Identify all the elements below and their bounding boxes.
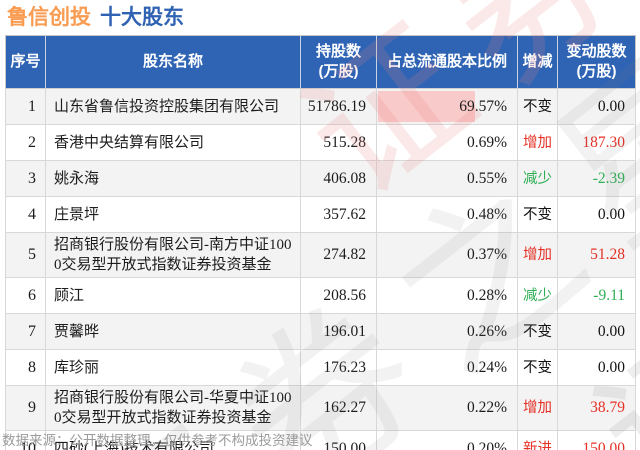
table-body: 1 山东省鲁信投资控股集团有限公司 51786.19 69.57% 不变 0.00 2 香港中…	[5, 88, 636, 450]
col-header-change-direction: 增减	[517, 35, 558, 89]
rank-cell: 2	[5, 124, 46, 161]
percent-cell: 0.26%	[376, 313, 518, 350]
table-row: 8 库珍丽 176.23 0.24% 不变 0.00	[5, 349, 636, 386]
percent-cell: 0.28%	[376, 277, 518, 314]
rank-cell: 9	[5, 385, 46, 431]
shares-held-cell: 515.28	[300, 124, 377, 161]
percent-cell: 0.48%	[376, 196, 518, 233]
rank-cell: 1	[5, 88, 46, 125]
col-header-rank: 序号	[5, 35, 46, 89]
percent-value: 0.48%	[466, 205, 507, 223]
shares-held-cell: 150.00	[300, 430, 377, 450]
percent-value: 0.37%	[466, 246, 507, 263]
change-shares-cell: 150.00	[557, 430, 636, 450]
change-direction-cell: 不变	[517, 313, 558, 350]
change-direction-cell: 不变	[517, 196, 558, 233]
change-direction-cell: 减少	[517, 160, 558, 197]
change-direction-cell: 新进	[517, 430, 558, 450]
rank-cell: 8	[5, 349, 46, 386]
shares-held-cell: 208.56	[300, 277, 377, 314]
table-row: 10 四砂(上海)技术有限公司 150.00 0.20% 新进 150.00	[5, 430, 636, 450]
shares-held-cell: 176.23	[300, 349, 377, 386]
table-row: 1 山东省鲁信投资控股集团有限公司 51786.19 69.57% 不变 0.00	[5, 88, 636, 125]
table-row: 9 招商银行股份有限公司-华夏中证1000交易型开放式指数证券投资基金 162.27…	[5, 385, 636, 431]
table-row: 4 庄景坪 357.62 0.48% 不变 0.00	[5, 196, 636, 233]
percent-cell: 0.22%	[376, 385, 518, 431]
percent-cell: 0.69%	[376, 124, 518, 161]
shares-held-cell: 162.27	[300, 385, 377, 431]
col-header-percent-of-float: 占总流通股本比例	[376, 35, 518, 89]
change-direction-cell: 增加	[517, 232, 558, 278]
change-shares-cell: 0.00	[557, 313, 636, 350]
table-row: 3 姚永海 406.08 0.55% 减少 -2.39	[5, 160, 636, 197]
rank-cell: 5	[5, 232, 46, 278]
percent-cell: 0.24%	[376, 349, 518, 386]
change-direction-cell: 增加	[517, 385, 558, 431]
change-shares-cell: 0.00	[557, 88, 636, 125]
change-shares-cell: 187.30	[557, 124, 636, 161]
shares-held-cell: 406.08	[300, 160, 377, 197]
shareholder-name-cell: 贾馨晔	[45, 313, 301, 350]
page-title: 鲁信创投 十大股东	[7, 4, 184, 32]
change-shares-cell: 0.00	[557, 349, 636, 386]
change-direction-cell: 不变	[517, 349, 558, 386]
shares-held-cell: 274.82	[300, 232, 377, 278]
shareholder-name-cell: 山东省鲁信投资控股集团有限公司	[45, 88, 301, 125]
rank-cell: 3	[5, 160, 46, 197]
shareholder-table: 序号 股东名称 持股数 (万股) 占总流通股本比例 增减 变动股数 (万股) 1…	[5, 35, 636, 450]
percent-value: 0.69%	[466, 133, 507, 151]
change-direction-cell: 不变	[517, 88, 558, 125]
change-shares-cell: -9.11	[557, 277, 636, 314]
percent-value: 0.26%	[466, 322, 507, 340]
percent-value: 0.55%	[466, 169, 507, 187]
percent-value: 69.57%	[459, 97, 507, 115]
table-header: 序号 股东名称 持股数 (万股) 占总流通股本比例 增减 变动股数 (万股)	[5, 35, 636, 89]
percent-cell: 0.55%	[376, 160, 518, 197]
col-header-shareholder-name: 股东名称	[45, 35, 301, 89]
shareholder-name-cell: 庄景坪	[45, 196, 301, 233]
change-shares-cell: 0.00	[557, 196, 636, 233]
percent-value: 0.20%	[466, 439, 507, 450]
data-source-note: 数据来源：公开数据整理，仅供参考不构成投资建议	[2, 433, 313, 448]
shareholder-name-cell: 招商银行股份有限公司-南方中证1000交易型开放式指数证券投资基金	[45, 232, 301, 278]
shareholder-name-cell: 四砂(上海)技术有限公司	[45, 430, 301, 450]
change-shares-cell: 38.79	[557, 385, 636, 431]
title-suffix: 十大股东	[100, 6, 184, 29]
stock-name: 鲁信创投	[7, 6, 91, 29]
percent-value: 0.28%	[466, 286, 507, 304]
table-row: 6 顾江 208.56 0.28% 减少 -9.11	[5, 277, 636, 314]
shareholder-name-cell: 香港中央结算有限公司	[45, 124, 301, 161]
shareholder-name-cell: 库珍丽	[45, 349, 301, 386]
rank-cell: 7	[5, 313, 46, 350]
change-shares-cell: -2.39	[557, 160, 636, 197]
percent-value: 0.24%	[466, 358, 507, 376]
percent-cell: 0.20%	[376, 430, 518, 450]
shares-held-cell: 51786.19	[300, 88, 377, 125]
percent-cell: 69.57%	[376, 88, 518, 125]
shareholder-name-cell: 姚永海	[45, 160, 301, 197]
change-direction-cell: 减少	[517, 277, 558, 314]
shareholder-name-cell: 招商银行股份有限公司-华夏中证1000交易型开放式指数证券投资基金	[45, 385, 301, 431]
table-row: 5 招商银行股份有限公司-南方中证1000交易型开放式指数证券投资基金 274.82…	[5, 232, 636, 278]
percent-value: 0.22%	[466, 399, 507, 416]
shares-held-cell: 357.62	[300, 196, 377, 233]
col-header-change-shares: 变动股数 (万股)	[557, 35, 636, 89]
change-direction-cell: 增加	[517, 124, 558, 161]
shares-held-cell: 196.01	[300, 313, 377, 350]
change-shares-cell: 51.28	[557, 232, 636, 278]
table-row: 7 贾馨晔 196.01 0.26% 不变 0.00	[5, 313, 636, 350]
percent-bar	[378, 91, 476, 122]
shareholder-name-cell: 顾江	[45, 277, 301, 314]
rank-cell: 6	[5, 277, 46, 314]
percent-cell: 0.37%	[376, 232, 518, 278]
col-header-shares-held: 持股数 (万股)	[300, 35, 377, 89]
table-row: 2 香港中央结算有限公司 515.28 0.69% 增加 187.30	[5, 124, 636, 161]
rank-cell: 4	[5, 196, 46, 233]
